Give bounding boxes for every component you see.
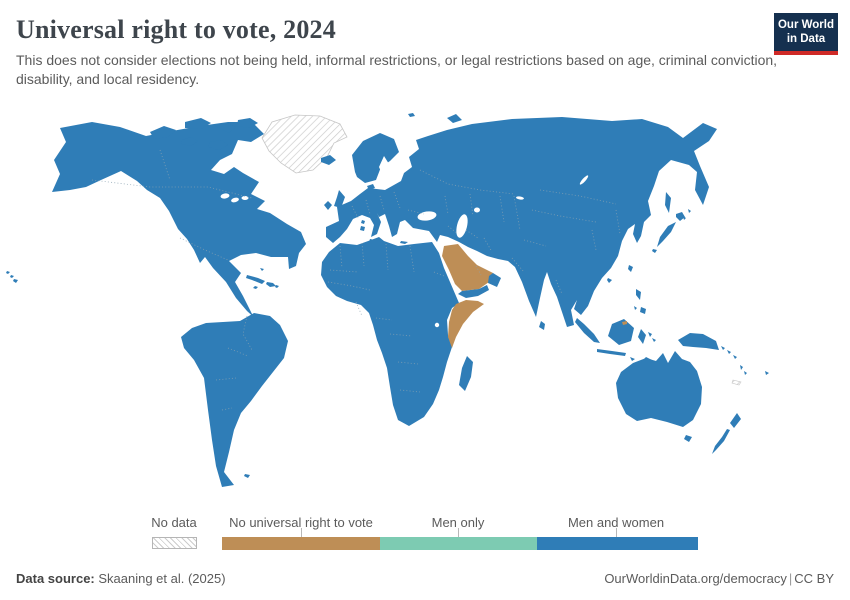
legend-label-men-only: Men only [431,515,485,530]
chart-subtitle: This does not consider elections not bei… [16,52,778,87]
regions-arabia-blue[interactable] [458,273,501,298]
data-source-label: Data source: [16,571,95,586]
region-scandinavia[interactable] [352,133,399,190]
chart-footer: Data source: Skaaning et al. (2025) OurW… [16,571,834,586]
legend-tick-2 [458,528,459,537]
world-choropleth-map [6,113,769,487]
legend-tick-3 [616,528,617,537]
legend-swatch-men-only[interactable] [380,537,537,550]
page-title: Universal right to vote, 2024 [16,15,336,44]
legend-label-no-universal: No universal right to vote [229,515,373,530]
region-australia-nz[interactable] [616,351,741,454]
owid-logo[interactable]: Our World in Data [774,13,838,55]
legend-color-bar [222,537,698,550]
inland-seas [220,156,589,328]
region-iceland-uk-ireland[interactable] [321,155,345,210]
legend-swatch-no-universal[interactable] [222,537,380,550]
region-saudi-arabia-uae[interactable] [442,244,493,291]
region-hawaii[interactable] [6,271,18,283]
owid-url-link[interactable]: OurWorldinData.org/democracy [604,571,787,586]
region-canadian-arctic-islands[interactable] [150,118,258,150]
regions-no-universal-right[interactable] [442,244,627,348]
data-source-value: Skaaning et al. (2025) [94,571,226,586]
legend-swatch-no-data[interactable] [152,537,197,549]
regions-men-and-women[interactable] [6,113,769,487]
region-no-data[interactable] [261,114,742,386]
owid-logo-line2: in Data [786,33,826,46]
region-southeast-asia-islands[interactable] [575,289,769,375]
region-brunei[interactable] [622,321,627,325]
region-caribbean[interactable] [246,268,279,289]
data-source: Data source: Skaaning et al. (2025) [16,571,226,586]
owid-logo-line1: Our World [777,19,834,31]
country-borders [91,149,621,411]
legend-label-men-and-women: Men and women [567,515,665,530]
legend-tick-1 [301,528,302,537]
region-oman[interactable] [488,273,501,287]
region-arctic-islands-russia[interactable] [408,113,462,123]
footer-right: OurWorldinData.org/democracy | CC BY [604,571,834,586]
region-greenland[interactable] [261,114,348,174]
legend-label-no-data: No data [151,515,197,530]
region-north-america[interactable] [52,122,306,321]
region-somalia[interactable] [448,300,484,348]
legend-swatch-men-and-women[interactable] [537,537,698,550]
region-new-caledonia[interactable] [731,379,742,386]
region-eurasia[interactable] [326,117,717,327]
region-south-america[interactable] [181,313,288,487]
license-link[interactable]: CC BY [794,571,834,586]
footer-separator: | [788,571,793,586]
region-africa-madagascar[interactable] [321,237,473,426]
region-yemen[interactable] [458,285,489,298]
